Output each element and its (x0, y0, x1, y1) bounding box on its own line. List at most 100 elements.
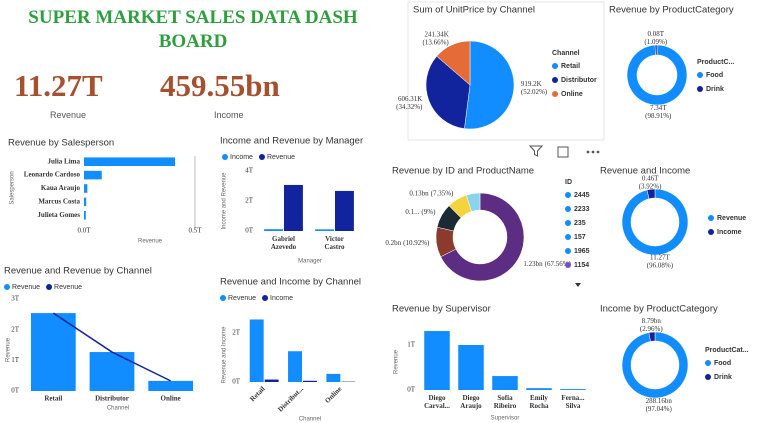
pie-slice (464, 40, 515, 130)
x-axis-label: Channel (107, 406, 129, 412)
chart-title: Sum of UnitPrice by Channel (413, 5, 535, 16)
legend-marker (565, 248, 571, 254)
legend-label: Drink (706, 86, 724, 93)
data-label: 288.16bn (97.04%) (646, 396, 673, 412)
chart-title: Revenue by Supervisor (392, 304, 491, 315)
filter-icon[interactable] (528, 145, 544, 157)
legend-marker (708, 229, 714, 235)
y-axis-label: Revenue (6, 337, 12, 362)
bar (148, 380, 194, 391)
y-tick-label: 0T (245, 227, 254, 235)
legend-title: ProductC... (697, 59, 734, 66)
legend-label: 2445 (574, 192, 590, 199)
pie-slice (646, 188, 656, 200)
x-tick-label: Diego Araujo (460, 394, 482, 410)
legend-label: Food (706, 72, 723, 79)
legend-marker (697, 72, 703, 78)
kpi-value: 459.55bn (160, 68, 280, 103)
more-icon[interactable] (586, 150, 590, 154)
legend-marker (46, 284, 53, 290)
bar (303, 380, 317, 382)
scroll-arrow[interactable] (575, 283, 581, 287)
legend-marker (565, 220, 571, 226)
data-label-percent: (97.04%) (646, 404, 673, 412)
data-label-percent: (96.08%) (647, 261, 674, 269)
data-label: 11.27T (96.08%) (647, 253, 674, 269)
x-axis-label: Channel (299, 417, 321, 423)
data-label: 0.13bn (7.35%) (409, 189, 454, 197)
focus-icon[interactable] (557, 146, 569, 158)
chart-title: Revenue by Salesperson (8, 138, 114, 149)
data-label-value: 606.31K (398, 95, 422, 103)
data-label-percent: (34.32%) (396, 103, 423, 111)
y-axis-label: Revenue and Income (222, 326, 228, 384)
bar (315, 229, 334, 231)
bar (84, 157, 176, 166)
data-label-value: 0.13bn (409, 189, 429, 197)
x-tick-label: Emily Rocha (529, 394, 549, 410)
chart-title: Revenue by ProductCategory (609, 5, 734, 16)
chart-title: Revenue and Revenue by Channel (4, 266, 152, 277)
legend-label: Distributor (561, 77, 597, 84)
legend-marker (552, 77, 558, 83)
bar (84, 184, 88, 193)
legend-label: Drink (714, 374, 732, 381)
legend-label: Revenue (717, 215, 746, 222)
visual-toolbar[interactable] (528, 145, 600, 158)
y-tick-label: 2T (245, 197, 254, 205)
kpi-label: Income (214, 110, 244, 120)
x-tick-label: Retail (44, 395, 62, 403)
kpi-label: Revenue (50, 110, 87, 120)
legend-label: Food (714, 360, 731, 367)
legend-marker (262, 295, 269, 301)
y-tick-label: 0T (11, 387, 20, 395)
chart-title: Income and Revenue by Manager (220, 136, 363, 147)
legend-label: 157 (574, 234, 586, 241)
dashboard-title: SUPER MARKET SALES DATA DASH BOARD (28, 7, 358, 52)
bar (264, 229, 283, 231)
data-label-percent: (52.02%) (521, 88, 548, 96)
data-label: 0.46T (3.92%) (639, 174, 662, 190)
x-tick-label: Diego Carval... (424, 394, 450, 410)
y-tick-label: 0T (407, 386, 416, 394)
bar (84, 170, 102, 180)
data-label-value: 919.2K (521, 80, 542, 88)
x-tick-label: Sofia Ribeiro (494, 394, 517, 410)
data-label-value: 11.27T (650, 253, 670, 261)
legend-marker (708, 215, 714, 221)
pie-slice (626, 44, 688, 106)
data-label-value: 0.46T (642, 174, 659, 182)
y-tick-label: 2T (232, 328, 241, 336)
y-tick-label: Julieta Gomes (37, 211, 80, 219)
y-tick-label: Julia Lima (48, 157, 81, 165)
legend-marker (220, 295, 226, 301)
legend-marker (705, 374, 711, 380)
legend-marker (222, 154, 228, 160)
legend-marker (697, 86, 703, 92)
bar (424, 331, 450, 390)
x-tick-label: Online (323, 385, 343, 405)
legend-label: 2233 (574, 206, 590, 213)
legend-label: 235 (574, 220, 586, 227)
bar (89, 352, 135, 391)
y-tick-label: Kaua Araujo (41, 184, 81, 192)
y-axis-label: Revenue (394, 349, 400, 374)
legend-marker (705, 360, 711, 366)
x-tick-label: Retail (248, 385, 266, 403)
data-label-value: 1.23bn (523, 259, 543, 267)
legend-marker (565, 262, 571, 268)
x-tick-label: 0.5T (188, 227, 202, 235)
x-axis-label: Manager (298, 259, 322, 265)
data-label: 241.34K (13.66%) (423, 30, 450, 46)
more-icon (591, 150, 595, 154)
legend-label: Income (270, 295, 293, 302)
bar (84, 197, 87, 207)
bar (288, 351, 302, 382)
pie-slice (425, 55, 471, 129)
bar (326, 373, 341, 382)
data-label: 1.23bn (67.56%) (523, 259, 571, 267)
data-label-percent: (1.09%) (644, 38, 667, 46)
x-tick-label: Distributor (95, 395, 129, 403)
